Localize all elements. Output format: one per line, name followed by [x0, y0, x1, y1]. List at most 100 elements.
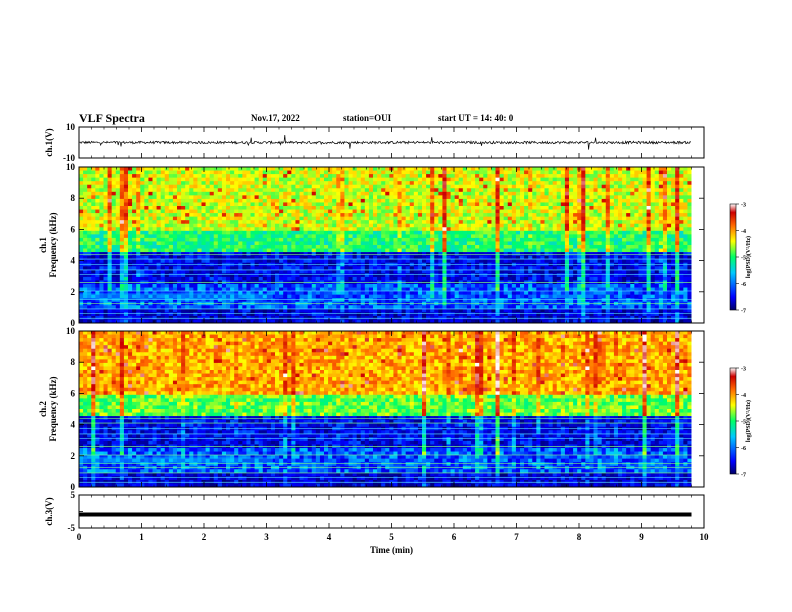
spectrogram-cell	[213, 209, 219, 214]
spectrogram-cell	[671, 191, 676, 196]
spectrogram-cell	[209, 276, 215, 281]
spectrogram-cell	[123, 198, 129, 203]
spectrogram-cell	[564, 223, 570, 228]
spectrogram-cell	[209, 174, 215, 179]
spectrogram-cell	[307, 220, 313, 225]
spectrogram-cell	[483, 223, 488, 228]
spectrogram-cell	[675, 202, 680, 207]
spectrogram-cell	[454, 198, 460, 203]
spectrogram-cell	[536, 188, 541, 193]
spectrogram-cell	[503, 195, 509, 200]
spectrogram-cell	[291, 223, 296, 228]
spectrogram-cell	[193, 202, 198, 207]
spectrogram-cell	[544, 216, 549, 221]
spectrogram-cell	[270, 241, 276, 246]
spectrogram-cell	[311, 213, 317, 218]
spectrogram-cell	[193, 273, 198, 278]
spectrogram-cell	[471, 198, 476, 203]
spectrogram-cell	[675, 167, 680, 171]
spectrogram-cell	[136, 223, 141, 228]
spectrogram-cell	[503, 248, 509, 253]
spectrogram-cell	[532, 206, 537, 210]
spectrogram-cell	[99, 170, 104, 175]
spectrogram-cell	[344, 177, 349, 182]
spectrogram-cell	[422, 248, 427, 253]
spectrogram-cell	[630, 213, 635, 218]
spectrogram-cell	[254, 202, 260, 207]
spectrogram-cell	[581, 191, 586, 196]
spectrogram-cell	[609, 237, 615, 242]
spectrogram-cell	[103, 241, 108, 246]
spectrogram-cell	[197, 167, 202, 171]
spectrogram-cell	[189, 213, 194, 218]
spectrogram-cell	[642, 213, 647, 218]
spectrogram-cell	[605, 191, 611, 196]
spectrogram-cell	[687, 241, 692, 246]
spectrogram-cell	[107, 269, 113, 274]
spectrogram-cell	[79, 202, 84, 207]
spectrogram-cell	[609, 276, 615, 281]
spectrogram-cell	[589, 216, 594, 221]
spectrogram-cell	[405, 220, 411, 225]
spectrogram-cell	[646, 206, 652, 210]
spectrogram-cell	[622, 216, 627, 221]
spectrogram-cell	[348, 259, 353, 264]
spectrogram-cell	[458, 174, 464, 179]
spectrogram-cell	[393, 266, 398, 271]
spectrogram-cell	[511, 255, 517, 260]
spectrogram-cell	[520, 223, 525, 228]
spectrogram-cell	[634, 241, 639, 246]
spectrogram-cell	[662, 266, 668, 271]
spectrogram-cell	[254, 266, 260, 271]
spectrogram-cell	[536, 269, 541, 274]
spectrogram-cell	[352, 188, 358, 193]
spectrogram-cell	[258, 209, 264, 214]
spectrogram-cell	[483, 248, 488, 253]
spectrogram-cell	[658, 170, 664, 175]
spectrogram-cell	[417, 259, 423, 264]
spectrogram-cell	[160, 269, 166, 274]
spectrogram-cell	[585, 174, 590, 179]
spectrogram-cell	[181, 209, 186, 214]
spectrogram-cell	[197, 188, 202, 193]
spectrogram-cell	[385, 237, 390, 242]
spectrogram-cell	[446, 206, 451, 210]
spectrogram-cell	[352, 184, 358, 189]
spectrogram-cell	[152, 188, 157, 193]
spectrogram-cell	[667, 167, 672, 171]
spectrogram-cell	[107, 266, 113, 271]
spectrogram-cell	[466, 273, 472, 278]
spectrogram-cell	[483, 276, 488, 281]
spectrogram-cell	[671, 269, 676, 274]
spectrogram-cell	[654, 188, 660, 193]
spectrogram-cell	[438, 234, 443, 239]
spectrogram-cell	[475, 181, 480, 186]
spectrogram-cell	[185, 220, 190, 225]
spectrogram-cell	[275, 259, 280, 264]
spectrogram-cell	[332, 266, 337, 271]
spectrogram-cell	[381, 209, 386, 214]
spectrogram-cell	[234, 174, 239, 179]
spectrogram-cell	[650, 213, 656, 218]
spectrogram-cell	[601, 220, 607, 225]
spectrogram-cell	[630, 174, 635, 179]
spectrogram-cell	[589, 170, 594, 175]
spectrogram-cell	[168, 188, 174, 193]
spectrogram-cell	[381, 234, 386, 239]
spectrogram-cell	[442, 266, 447, 271]
spectrogram-cell	[254, 248, 260, 253]
spectrogram-cell	[209, 209, 215, 214]
spectrogram-cell	[560, 209, 566, 214]
spectrogram-cell	[618, 255, 623, 260]
spectrogram-cell	[671, 241, 676, 246]
spectrogram-cell	[544, 191, 549, 196]
spectrogram-cell	[348, 269, 353, 274]
spectrogram-cell	[83, 191, 88, 196]
spectrogram-cell	[540, 230, 545, 235]
spectrogram-cell	[234, 167, 239, 171]
spectrogram-cell	[336, 170, 341, 175]
spectrogram-cell	[642, 227, 647, 232]
spectrogram-cell	[544, 259, 549, 264]
spectrogram-cell	[217, 234, 223, 239]
spectrogram-cell	[262, 202, 268, 207]
